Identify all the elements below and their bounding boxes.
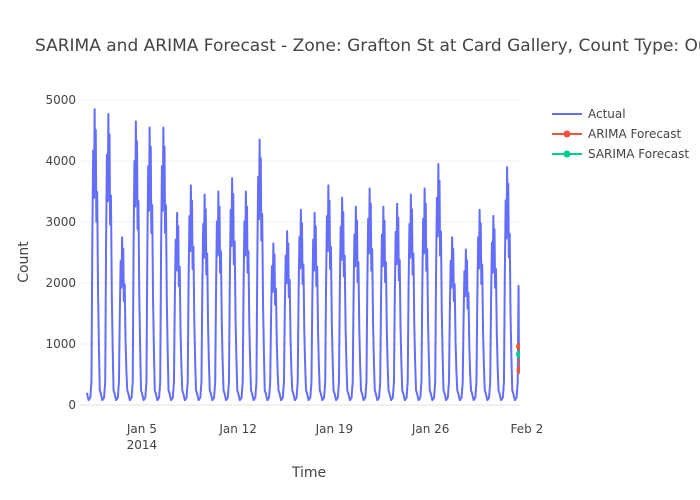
x-tick-label: Jan 12: [218, 422, 257, 436]
y-tick-label: 1000: [45, 337, 76, 351]
arima-forecast-point: [515, 342, 520, 350]
x-axis: Jan 5 2014 Jan 12 Jan 19 Jan 26 Feb 2: [126, 422, 543, 452]
legend-label-sarima-forecast: SARIMA Forecast: [588, 147, 689, 161]
arima-forecast-point: [516, 366, 520, 374]
x-tick-label: Feb 2: [511, 422, 544, 436]
chart-title: SARIMA and ARIMA Forecast - Zone: Grafto…: [35, 36, 700, 56]
legend: Actual ARIMA Forecast SARIMA Forecast: [552, 107, 689, 161]
x-tick-label: Jan 26: [411, 422, 450, 436]
legend-marker-sarima-forecast: [563, 150, 571, 158]
y-tick-label: 3000: [45, 215, 76, 229]
y-tick-label: 2000: [45, 276, 76, 290]
legend-marker-arima-forecast: [563, 130, 571, 138]
y-axis-title: Count: [16, 241, 32, 283]
arima-forecast-line: [518, 346, 520, 371]
x-axis-title: Time: [291, 465, 326, 481]
x-tick-sublabel: 2014: [127, 438, 158, 452]
x-tick-label: Jan 19: [315, 422, 354, 436]
y-tick-label: 4000: [45, 154, 76, 168]
legend-label-arima-forecast: ARIMA Forecast: [588, 127, 682, 141]
x-tick-label: Jan 5: [126, 422, 157, 436]
y-tick-label: 5000: [45, 93, 76, 107]
y-tick-label: 0: [68, 398, 76, 412]
plot-area: [85, 108, 520, 402]
y-axis: 0 1000 2000 3000 4000 5000: [45, 93, 76, 412]
actual-series-line: [85, 108, 520, 402]
legend-label-actual: Actual: [588, 107, 626, 121]
sarima-forecast-point: [516, 350, 520, 358]
